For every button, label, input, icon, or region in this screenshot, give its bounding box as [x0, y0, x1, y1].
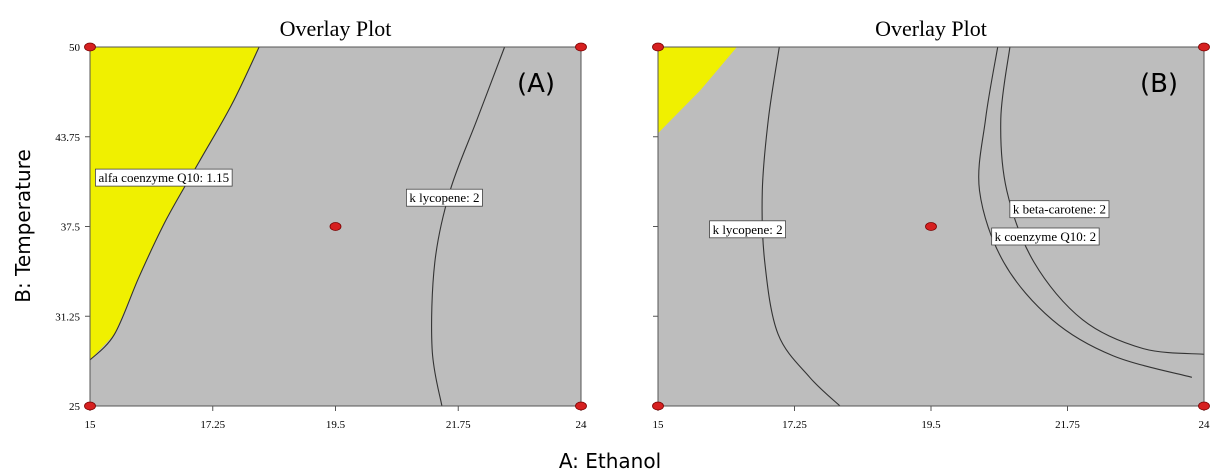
x-tick-label: 15: [85, 419, 97, 431]
contour-line: [761, 46, 841, 407]
plot-panel-a: alfa coenzyme Q10: 1.15 k lycopene: 2 15 17…: [55, 16, 587, 431]
contour-label: k lycopene: 2: [713, 222, 783, 237]
contour-label-box: [95, 168, 233, 187]
design-point: [84, 42, 96, 52]
y-tick-label: 43.75: [55, 132, 80, 144]
panel-label: (B): [1140, 69, 1178, 99]
contour-label: k lycopene: 2: [409, 190, 479, 205]
x-tick-label: 24: [1199, 419, 1211, 431]
contour-line: [978, 46, 1193, 378]
x-tick-label: 17.25: [782, 419, 807, 431]
contour-label: alfa coenzyme Q10: 1.15: [98, 170, 229, 185]
design-point: [329, 222, 342, 231]
x-tick-label: 15: [653, 419, 665, 431]
x-tick-label: 21.75: [446, 419, 471, 431]
design-point: [575, 401, 587, 411]
x-tick-label: 24: [576, 419, 588, 431]
design-point: [925, 222, 937, 231]
contour-label: k beta-carotene: 2: [1013, 202, 1106, 217]
contour-line: [1000, 46, 1205, 355]
contour-label: k coenzyme Q10: 2: [995, 229, 1096, 244]
contour-label-box: [991, 227, 1100, 246]
contour-label-box: [709, 220, 786, 239]
contour-label-box: [1009, 200, 1110, 219]
x-axis-label: A: Ethanol: [559, 449, 661, 473]
x-tick-label: 19.5: [921, 419, 941, 431]
panel-label: (A): [517, 69, 555, 99]
plot-panel-b: k lycopene: 2 k beta-carotene: 2 k coenzym…: [652, 16, 1211, 431]
design-point: [652, 42, 664, 52]
x-tick-label: 17.25: [200, 419, 225, 431]
design-point: [1198, 401, 1210, 411]
design-point: [652, 401, 664, 411]
contour-line: [431, 46, 506, 407]
design-point: [1198, 42, 1210, 52]
y-tick-label: 37.5: [61, 222, 81, 234]
plot-title: Overlay Plot: [875, 16, 987, 41]
plot-title: Overlay Plot: [280, 16, 392, 41]
x-tick-label: 21.75: [1055, 419, 1080, 431]
y-tick-label: 50: [69, 42, 81, 54]
feasible-region: [658, 47, 737, 134]
contour-line: [89, 46, 260, 361]
x-tick-label: 19.5: [326, 419, 346, 431]
y-tick-label: 25: [69, 401, 81, 413]
y-tick-label: 31.25: [55, 311, 80, 323]
contour-label-box: [406, 188, 483, 207]
design-point: [575, 42, 587, 52]
design-point: [84, 401, 96, 411]
y-axis-label: B: Temperature: [11, 149, 35, 303]
